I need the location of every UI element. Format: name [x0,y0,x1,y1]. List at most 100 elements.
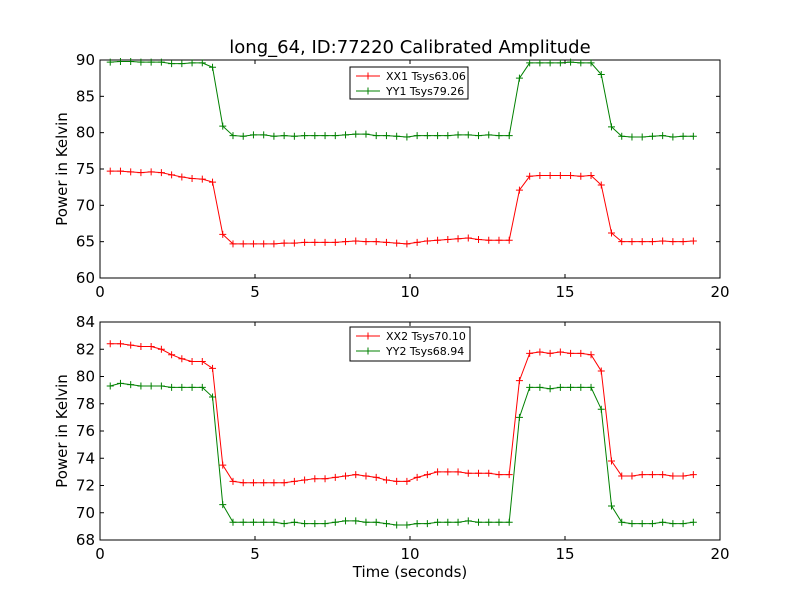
data-point [372,518,380,526]
data-point [157,382,165,390]
data-point [168,383,176,391]
data-point [608,457,615,465]
data-point [526,349,534,357]
data-point [567,172,575,180]
x-tick-label: 5 [250,283,260,301]
data-point [249,131,257,139]
data-point [382,476,390,484]
legend-box [349,326,471,362]
legend-box [349,66,469,100]
data-point [464,469,472,477]
data-point [659,518,667,526]
data-point [301,132,309,140]
data-point [669,238,677,246]
y-tick-label: 70 [76,196,95,214]
data-point [116,167,124,175]
data-point [198,358,206,366]
data-point [638,520,646,528]
data-point [475,132,483,140]
data-point [526,59,534,67]
data-point [331,473,339,481]
y-tick-label: 65 [76,233,95,251]
data-point [536,348,544,356]
data-point [648,520,656,528]
data-point [382,520,390,528]
data-point [137,169,145,177]
data-point [556,59,564,67]
data-point [147,58,155,66]
data-point [679,520,687,528]
data-point [280,479,288,487]
data-point [188,383,196,391]
data-point [669,133,677,141]
data-point [178,173,186,181]
data-point [239,240,247,248]
data-point [290,477,298,485]
data-point [209,364,217,372]
data-point [556,348,564,356]
data-point [505,518,513,526]
data-point [628,133,636,141]
x-axis-label: Time (seconds) [352,563,468,581]
data-point [597,367,605,375]
data-point [505,236,513,244]
data-point [567,58,575,66]
data-point [331,518,339,526]
data-point [577,383,585,391]
data-point [311,475,319,483]
data-point [556,172,564,180]
y-tick-label: 60 [76,269,95,287]
data-point [147,343,155,351]
data-point [178,60,186,68]
data-point [127,168,135,176]
data-point [239,132,247,140]
upper-panel: 0 5 10 15 20 60 65 70 75 80 85 90 Power in Kelvin XX1… [53,51,730,301]
data-point [229,477,237,485]
data-point [382,238,390,246]
data-point [127,57,135,65]
x-tick-label: 20 [710,283,729,301]
data-point [249,479,257,487]
data-point [321,475,329,483]
series-yy2 [106,379,697,529]
lower-panel: 0 5 10 15 20 68 70 72 74 76 78 80 82 84 Power in Kelvi… [53,313,730,581]
data-point [638,471,646,479]
x-tick-label: 5 [250,545,260,563]
x-tick-label: 0 [95,283,105,301]
data-point [280,132,288,140]
data-point [188,59,196,67]
data-point [659,237,667,245]
data-point [515,74,523,82]
data-point [157,169,165,177]
data-point [689,237,697,245]
data-point [444,132,452,140]
data-point [587,383,595,391]
data-point [352,130,360,138]
y-tick-label: 80 [76,368,95,386]
data-point [321,132,329,140]
x-tick-label: 0 [95,545,105,563]
data-point [423,237,431,245]
x-tick-label: 20 [710,545,729,563]
data-point [413,238,421,246]
data-point [352,237,360,245]
y-tick-label: 75 [76,160,95,178]
data-point [597,405,605,413]
legend-label: YY1 Tsys79.26 [385,85,464,98]
data-point [342,472,350,480]
data-point [495,518,503,526]
y-tick-label: 84 [76,313,95,331]
data-point [464,517,472,525]
data-point [485,518,493,526]
data-point [648,132,656,140]
data-point [587,59,595,67]
y-axis-label: Power in Kelvin [53,374,71,488]
data-point [311,520,319,528]
data-point [546,385,554,393]
series-yy1 [106,57,697,141]
data-point [515,186,523,194]
y-tick-label: 68 [76,531,95,549]
data-point [137,343,145,351]
data-point [475,469,483,477]
data-point [290,518,298,526]
